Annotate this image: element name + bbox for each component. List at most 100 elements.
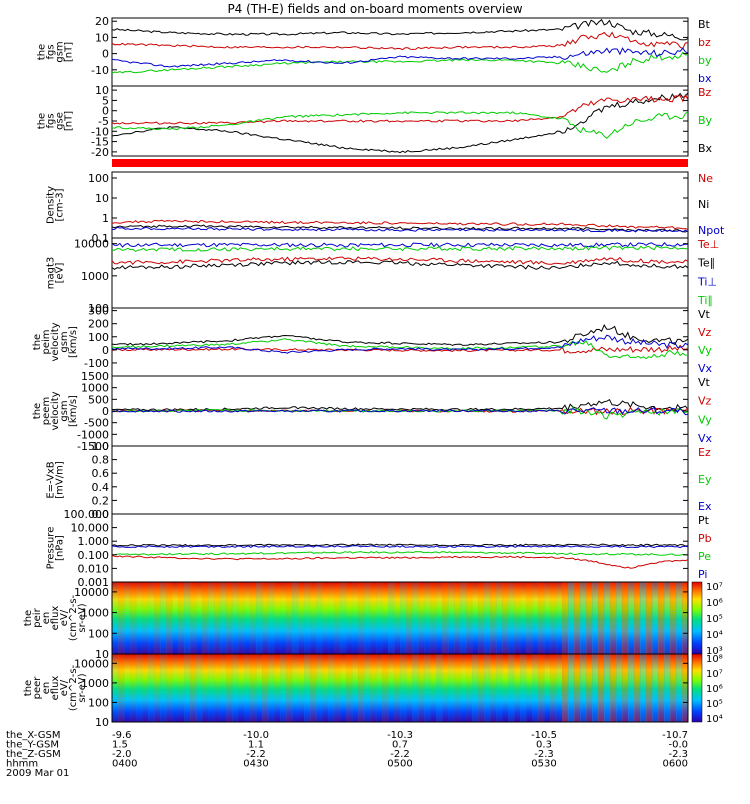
legend-item: Vz	[698, 326, 712, 339]
series-line-Pi	[111, 545, 689, 549]
spectrogram-cell	[562, 582, 569, 654]
spectrogram-cell	[490, 582, 497, 654]
y-axis-label: eflux	[50, 676, 61, 701]
spectrogram-cell	[184, 582, 191, 654]
y-axis-label: Density	[46, 186, 57, 224]
colorbar-tick-label: 10⁶	[706, 684, 723, 695]
spectrogram-cell	[226, 582, 233, 654]
y-axis-label: peem	[41, 397, 52, 425]
spectrogram-cell	[412, 654, 419, 722]
mode-bar	[112, 159, 688, 167]
y-axis-label: the	[23, 610, 34, 626]
spectrogram-cell	[682, 582, 689, 654]
spectrogram-cell	[352, 654, 359, 722]
spectrogram-cell	[532, 654, 539, 722]
y-tick-label: 100	[88, 331, 109, 344]
spectrogram-cell	[580, 582, 587, 654]
y-tick-label: 100	[88, 302, 109, 315]
spectrogram-cell	[358, 582, 365, 654]
spectrogram-cell	[538, 582, 545, 654]
legend-item: Ne	[698, 172, 713, 185]
legend-item: Bz	[698, 86, 712, 99]
y-tick-label: -10	[91, 125, 109, 138]
spectrogram-cell	[658, 582, 665, 654]
legend-item: Pt	[698, 514, 710, 527]
y-axis-label: Pressure	[46, 527, 57, 570]
figure-title: P4 (TH-E) fields and on-board moments ov…	[227, 2, 522, 16]
panel-efield: 1.00.80.60.40.20.0 E=-VxB[mV/m] Ez Ey Ex	[46, 440, 712, 521]
spectrogram-cell	[166, 654, 173, 722]
y-tick-label: 0.0	[92, 508, 110, 521]
spectrogram-cell	[628, 654, 635, 722]
y-axis-label: the	[37, 44, 48, 60]
series-line-Pe	[111, 551, 689, 556]
spectrogram-cell	[286, 582, 293, 654]
spectrogram-cell	[196, 582, 203, 654]
x-tick-label: 0.7	[392, 740, 408, 751]
spectrogram-cell	[454, 654, 461, 722]
x-tick-label: 0400	[112, 759, 137, 770]
y-tick-label: 10000	[74, 238, 109, 251]
spectrogram-cell	[508, 654, 515, 722]
spectrogram-cell	[142, 582, 149, 654]
y-tick-label: 1000	[81, 677, 109, 690]
spectrogram-cell	[502, 654, 509, 722]
x-row-label: 2009 Mar 01	[6, 768, 69, 779]
y-tick-label: -15	[91, 136, 109, 149]
spectrogram-cell	[460, 582, 467, 654]
series-line-Bx	[111, 92, 689, 154]
spectrogram-cell	[286, 654, 293, 722]
y-axis-label: [nT]	[64, 111, 75, 131]
y-tick-label: 0	[102, 105, 109, 118]
spectrogram-cell	[574, 582, 581, 654]
legend-item: Vx	[698, 362, 713, 375]
spectrogram-cell	[130, 582, 137, 654]
spectrogram-cell	[598, 582, 605, 654]
x-row-label: the_X-GSM	[6, 730, 60, 741]
series-line-Ni	[111, 224, 689, 233]
x-tick-label: -10.7	[662, 730, 688, 741]
x-row-label: hhmm	[6, 759, 38, 770]
spectrogram-cell	[178, 582, 185, 654]
spectrogram-cell	[448, 654, 455, 722]
spectrogram-cell	[328, 582, 335, 654]
spectrogram-cell	[526, 582, 533, 654]
spectrogram-cell	[322, 582, 329, 654]
spectrogram-cell	[232, 582, 239, 654]
spectrogram-cell	[292, 582, 299, 654]
y-axis-label: gse	[55, 112, 66, 130]
spectrogram-cell	[580, 654, 587, 722]
spectrogram-cell	[376, 654, 383, 722]
y-axis-label: [nPa]	[55, 535, 66, 561]
spectrogram-cell	[316, 582, 323, 654]
spectrogram-cell	[604, 582, 611, 654]
spectrogram-cell	[676, 654, 683, 722]
y-tick-label: 0	[102, 405, 109, 418]
spectrogram-cell	[568, 582, 575, 654]
y-tick-label: 10	[95, 192, 109, 205]
y-axis-label: fgs	[46, 44, 57, 59]
x-tick-label: 0500	[387, 759, 412, 770]
spectrogram-cell	[334, 582, 341, 654]
spectrogram-cell	[592, 582, 599, 654]
y-tick-label: 5	[102, 94, 109, 107]
y-tick-label: 10000	[74, 586, 109, 599]
y-tick-label: 0.8	[92, 454, 110, 467]
y-axis-label: the	[23, 680, 34, 696]
spectrogram-cell	[280, 654, 287, 722]
x-tick-label: -10.5	[531, 730, 557, 741]
series-line-Npot	[112, 226, 689, 233]
legend-item: Vy	[698, 344, 712, 357]
spectrogram-cell	[586, 654, 593, 722]
x-tick-label: -2.0	[112, 749, 132, 760]
spectrogram-cell	[448, 582, 455, 654]
legend-item: by	[698, 54, 712, 67]
spectrogram-cell	[232, 654, 239, 722]
panel-peer_eflux: 10⁸ 10⁷ 10⁶ 10⁵ 10⁴ 10000 1000 100 10 thepeerenef…	[23, 653, 723, 729]
spectrogram-cell	[250, 582, 257, 654]
spectrogram-cell	[208, 582, 215, 654]
y-tick-label: 0.2	[92, 494, 110, 507]
series-line-bx	[111, 47, 689, 68]
